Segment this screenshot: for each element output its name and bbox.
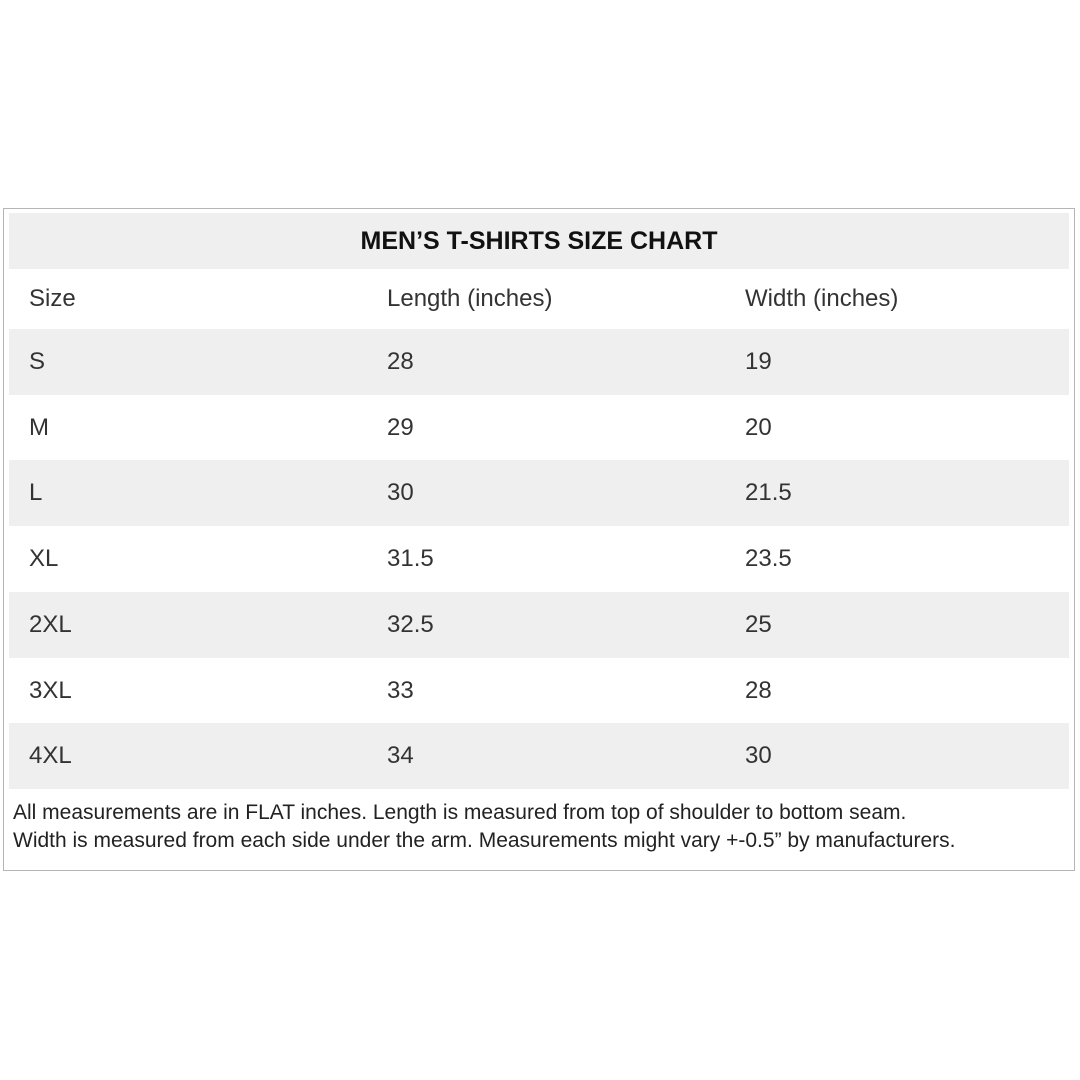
table-title: MEN’S T-SHIRTS SIZE CHART <box>9 213 1069 269</box>
cell-size: XL <box>29 545 59 573</box>
size-chart-table: MEN’S T-SHIRTS SIZE CHART Size Length (i… <box>3 208 1075 871</box>
cell-size: L <box>29 479 43 507</box>
column-header-width: Width (inches) <box>745 285 899 312</box>
cell-width: 28 <box>745 676 772 704</box>
cell-length: 31.5 <box>387 545 434 573</box>
footnote-line: Width is measured from each side under t… <box>13 829 956 852</box>
table-row: XL 31.5 23.5 <box>9 526 1069 592</box>
cell-width: 19 <box>745 348 772 375</box>
cell-size: M <box>29 413 49 441</box>
cell-length: 29 <box>387 413 414 441</box>
cell-size: S <box>29 348 46 375</box>
cell-size: 4XL <box>29 742 72 770</box>
column-header-length: Length (inches) <box>387 285 553 312</box>
cell-size: 2XL <box>29 610 72 638</box>
table-row: M 29 20 <box>9 395 1069 461</box>
cell-width: 25 <box>745 610 772 638</box>
column-header-size: Size <box>29 285 76 312</box>
cell-length: 34 <box>387 742 414 770</box>
cell-width: 30 <box>745 742 772 770</box>
cell-length: 33 <box>387 676 414 704</box>
cell-width: 20 <box>745 413 772 441</box>
table-row: 3XL 33 28 <box>9 658 1069 724</box>
cell-width: 21.5 <box>745 479 792 507</box>
table-row: L 30 21.5 <box>9 460 1069 527</box>
cell-length: 28 <box>387 348 414 375</box>
cell-length: 30 <box>387 479 414 507</box>
cell-size: 3XL <box>29 676 72 704</box>
cell-length: 32.5 <box>387 610 434 638</box>
table-row: S 28 19 <box>9 329 1069 395</box>
footnote: All measurements are in FLAT inches. Len… <box>13 799 955 855</box>
table-row: 2XL 32.5 25 <box>9 591 1069 658</box>
footnote-line: All measurements are in FLAT inches. Len… <box>13 801 907 824</box>
table-row: 4XL 34 30 <box>9 723 1069 790</box>
cell-width: 23.5 <box>745 545 792 573</box>
header-row: Size Length (inches) Width (inches) <box>9 269 1069 329</box>
